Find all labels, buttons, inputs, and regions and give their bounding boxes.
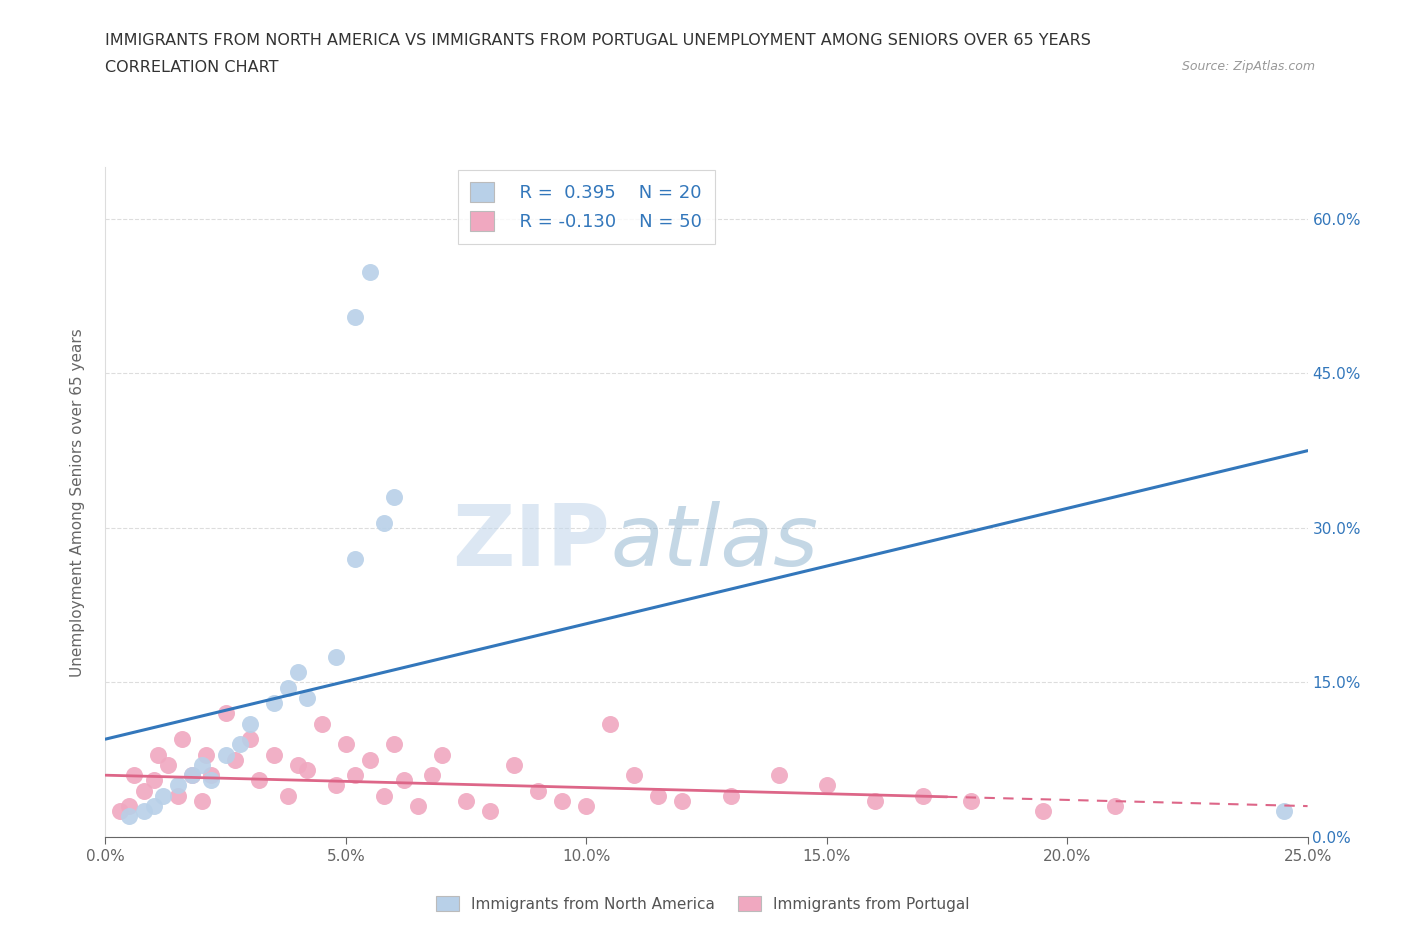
Point [373,515,395,530]
Legend: Immigrants from North America, Immigrants from Portugal: Immigrants from North America, Immigrant… [430,890,976,918]
Text: CORRELATION CHART: CORRELATION CHART [105,60,278,75]
Point [277,680,299,695]
Point [277,789,299,804]
Point [297,690,319,705]
Point [430,747,453,762]
Point [190,757,212,772]
Point [148,747,170,762]
Point [263,747,285,762]
Point [382,489,405,504]
Point [325,778,347,793]
Text: ZIP: ZIP [453,501,610,584]
Point [623,768,645,783]
Point [1272,804,1295,818]
Point [287,757,309,772]
Point [815,778,838,793]
Point [118,809,141,824]
Point [359,752,381,767]
Point [311,716,333,731]
Point [287,665,309,680]
Point [422,768,444,783]
Point [132,804,155,818]
Text: IMMIGRANTS FROM NORTH AMERICA VS IMMIGRANTS FROM PORTUGAL UNEMPLOYMENT AMONG SEN: IMMIGRANTS FROM NORTH AMERICA VS IMMIGRA… [105,33,1091,47]
Point [551,793,574,808]
Point [373,789,395,804]
Point [527,783,550,798]
Point [214,706,236,721]
Point [768,768,790,783]
Point [181,768,204,783]
Point [720,789,742,804]
Point [214,747,236,762]
Point [344,551,367,566]
Point [479,804,502,818]
Point [1104,799,1126,814]
Point [382,737,405,751]
Text: atlas: atlas [610,501,818,584]
Legend:   R =  0.395    N = 20,   R = -0.130    N = 50: R = 0.395 N = 20, R = -0.130 N = 50 [458,170,714,244]
Point [575,799,598,814]
Point [297,763,319,777]
Point [599,716,621,731]
Point [911,789,934,804]
Text: Source: ZipAtlas.com: Source: ZipAtlas.com [1181,60,1315,73]
Point [142,773,165,788]
Point [224,752,246,767]
Point [108,804,131,818]
Point [239,716,262,731]
Point [229,737,252,751]
Point [195,747,218,762]
Point [152,789,174,804]
Point [335,737,357,751]
Point [156,757,179,772]
Point [344,310,367,325]
Point [247,773,270,788]
Point [454,793,477,808]
Point [359,265,381,280]
Point [263,696,285,711]
Y-axis label: Unemployment Among Seniors over 65 years: Unemployment Among Seniors over 65 years [70,328,84,677]
Point [166,789,188,804]
Point [863,793,886,808]
Point [671,793,693,808]
Point [200,773,222,788]
Point [647,789,669,804]
Point [118,799,141,814]
Point [132,783,155,798]
Point [166,778,188,793]
Point [172,732,194,747]
Point [181,768,204,783]
Point [406,799,429,814]
Point [200,768,222,783]
Point [960,793,983,808]
Point [124,768,146,783]
Point [325,649,347,664]
Point [142,799,165,814]
Point [1032,804,1054,818]
Point [392,773,415,788]
Point [239,732,262,747]
Point [190,793,212,808]
Point [503,757,526,772]
Point [344,768,367,783]
